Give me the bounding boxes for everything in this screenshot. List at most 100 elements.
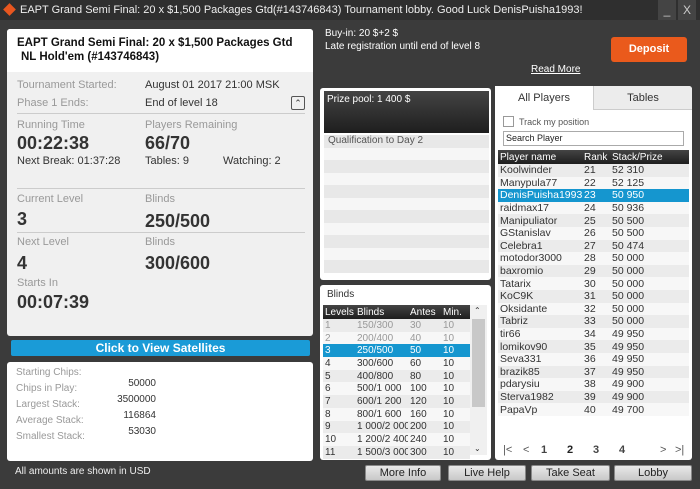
player-row[interactable]: Sterva1982 39 49 900 xyxy=(498,390,689,404)
blinds-cell: 100 xyxy=(408,382,441,396)
stat-value: 116864 xyxy=(123,410,156,421)
blinds-cell: 250/500 xyxy=(355,344,408,358)
prize-pool-card: Prize pool: 1 400 $ Qualification to Day… xyxy=(320,88,491,280)
blinds-cell: 10 xyxy=(441,382,470,396)
blinds-cell: 120 xyxy=(408,395,441,408)
scroll-down-icon[interactable]: ⌄ xyxy=(474,444,481,453)
blinds-cell: 10 xyxy=(441,344,470,358)
player-row[interactable]: pdarysiu 38 49 900 xyxy=(498,378,689,391)
blinds-cell: 200 xyxy=(408,420,441,434)
live-help-button[interactable]: Live Help xyxy=(448,465,526,481)
minimize-button[interactable]: _ xyxy=(658,0,676,20)
collapse-icon[interactable]: ⌃ xyxy=(291,96,305,110)
started-label: Tournament Started: xyxy=(17,79,117,91)
player-row[interactable]: Manipuliator 25 50 500 xyxy=(498,214,689,227)
player-row[interactable]: PapaVp 40 49 700 xyxy=(498,403,689,416)
prize-row xyxy=(324,235,489,248)
player-cell: Seva331 xyxy=(498,352,582,366)
running-label: Running Time xyxy=(17,119,85,131)
view-satellites-button[interactable]: Click to View Satellites xyxy=(11,340,310,356)
prize-row xyxy=(324,222,489,235)
player-cell: 50 474 xyxy=(610,239,689,253)
players-column-header[interactable]: Stack/Prize xyxy=(610,150,689,164)
player-row[interactable]: lomikov90 35 49 950 xyxy=(498,340,689,353)
blinds-cell: 9 xyxy=(323,420,355,434)
player-cell: lomikov90 xyxy=(498,340,582,353)
blinds-cell: 300 xyxy=(408,445,441,459)
player-row[interactable]: Koolwinder 21 52 310 xyxy=(498,164,689,177)
player-row[interactable]: GStanislav 26 50 500 xyxy=(498,226,689,240)
player-cell: KoC9K xyxy=(498,289,582,303)
blinds-scrollbar[interactable]: ⌃ ⌄ xyxy=(470,305,487,455)
scroll-up-icon[interactable]: ⌃ xyxy=(474,306,481,315)
blinds-cell: 200/400 xyxy=(355,331,408,345)
players-column-header[interactable]: Rank xyxy=(582,150,610,164)
player-cell: 50 000 xyxy=(610,277,689,290)
player-cell: DenisPuisha1993 xyxy=(498,189,582,202)
scroll-thumb[interactable] xyxy=(472,319,485,407)
page-button[interactable]: 1 xyxy=(541,444,548,456)
player-row[interactable]: brazik85 37 49 950 xyxy=(498,365,689,379)
blinds-column-header[interactable]: Blinds xyxy=(355,305,408,319)
first-page-button[interactable]: |< xyxy=(503,444,513,456)
players-column-header[interactable]: Player name xyxy=(498,150,582,164)
blinds-column-header[interactable]: Levels xyxy=(323,305,355,319)
blinds-cell: 10 xyxy=(441,369,470,383)
player-row[interactable]: Manypula77 22 52 125 xyxy=(498,176,689,190)
tab-all-players[interactable]: All Players xyxy=(495,86,593,110)
read-more-link[interactable]: Read More xyxy=(531,64,581,75)
page-button[interactable]: 2 xyxy=(567,444,574,456)
player-row[interactable]: Celebra1 27 50 474 xyxy=(498,239,689,253)
prev-page-button[interactable]: < xyxy=(523,444,530,456)
player-row[interactable]: raidmax17 24 50 936 xyxy=(498,201,689,215)
blinds-cell: 1 xyxy=(323,319,355,332)
player-cell: PapaVp xyxy=(498,403,582,416)
player-cell: 25 xyxy=(582,214,610,227)
stat-value: 53030 xyxy=(128,426,156,437)
blinds-cell: 10 xyxy=(441,331,470,345)
last-page-button[interactable]: >| xyxy=(675,444,685,456)
player-cell: brazik85 xyxy=(498,365,582,379)
blinds-column-header[interactable]: Antes xyxy=(408,305,441,319)
player-row[interactable]: Oksidante 32 50 000 xyxy=(498,302,689,316)
stat-row: Starting Chips: 50000 xyxy=(16,367,156,389)
player-row[interactable]: motodor3000 28 50 000 xyxy=(498,252,689,265)
player-cell: tir66 xyxy=(498,327,582,341)
player-cell: 31 xyxy=(582,289,610,303)
blinds-row: 7 600/1 200 120 10 xyxy=(323,395,470,408)
lobby-button[interactable]: Lobby xyxy=(614,465,692,481)
player-cell: 32 xyxy=(582,302,610,316)
player-row[interactable]: baxromio 29 50 000 xyxy=(498,264,689,278)
player-cell: Manipuliator xyxy=(498,214,582,227)
tab-tables[interactable]: Tables xyxy=(593,86,692,110)
player-row[interactable]: Seva331 36 49 950 xyxy=(498,352,689,366)
blinds-cell: 30 xyxy=(408,319,441,332)
page-button[interactable]: 3 xyxy=(593,444,600,456)
next-page-button[interactable]: > xyxy=(660,444,667,456)
player-row[interactable]: KoC9K 31 50 000 xyxy=(498,289,689,303)
search-player-input[interactable]: Search Player xyxy=(503,131,684,146)
player-row[interactable]: DenisPuisha1993 23 50 950 xyxy=(498,189,689,202)
blinds-row: 10 1 200/2 400 240 10 xyxy=(323,433,470,446)
watching-count: Watching: 2 xyxy=(223,155,281,167)
players-label: Players Remaining xyxy=(145,119,238,131)
close-button[interactable]: X xyxy=(678,0,696,20)
player-cell: raidmax17 xyxy=(498,201,582,215)
blinds-table: Levels Blinds Antes Min. 1 150/300 30 10 2 200/40… xyxy=(323,305,470,459)
tournament-title: EAPT Grand Semi Final: 20 x $1,500 Packa… xyxy=(7,29,313,72)
prize-row xyxy=(324,247,489,260)
blinds-column-header[interactable]: Min. xyxy=(441,305,470,319)
window-title: EAPT Grand Semi Final: 20 x $1,500 Packa… xyxy=(20,4,583,16)
player-cell: Koolwinder xyxy=(498,164,582,177)
track-position-checkbox[interactable] xyxy=(503,116,514,127)
take-seat-button[interactable]: Take Seat xyxy=(531,465,610,481)
player-row[interactable]: tir66 34 49 950 xyxy=(498,327,689,341)
page-button[interactable]: 4 xyxy=(619,444,626,456)
deposit-button[interactable]: Deposit xyxy=(611,37,687,62)
player-row[interactable]: Tatarix 30 50 000 xyxy=(498,277,689,290)
prize-row: Qualification to Day 2 xyxy=(324,135,489,148)
player-row[interactable]: Tabriz 33 50 000 xyxy=(498,315,689,328)
player-cell: Sterva1982 xyxy=(498,390,582,404)
blinds-row: 1 150/300 30 10 xyxy=(323,319,470,332)
more-info-button[interactable]: More Info xyxy=(365,465,441,481)
